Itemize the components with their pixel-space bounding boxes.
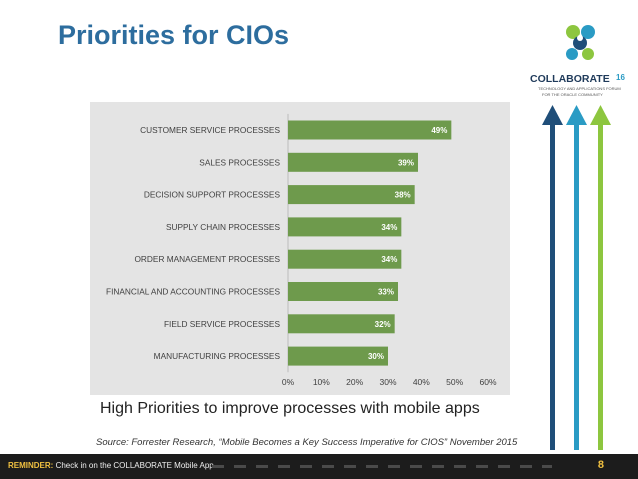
logo-tagline-2: FOR THE ORACLE COMMUNITY xyxy=(542,92,603,97)
bar xyxy=(288,314,395,334)
logo-year: 16 xyxy=(616,73,625,82)
footer-bar: REMINDER: Check in on the COLLABORATE Mo… xyxy=(0,454,638,479)
category-label: MANUFACTURING PROCESSES xyxy=(154,351,281,361)
x-tick-label: 60% xyxy=(479,377,496,387)
source-citation: Source: Forrester Research, “Mobile Beco… xyxy=(96,437,518,448)
bar xyxy=(288,282,398,301)
x-tick-label: 10% xyxy=(313,377,330,387)
x-tick-label: 30% xyxy=(379,377,396,387)
arrow-up-navy-icon xyxy=(542,105,563,450)
bar xyxy=(288,346,388,366)
category-label: CUSTOMER SERVICE PROCESSES xyxy=(140,125,280,135)
bar xyxy=(288,249,402,269)
collaborate-logo: COLLABORATE 16 TECHNOLOGY AND APPLICATIO… xyxy=(530,25,625,97)
category-label: FIELD SERVICE PROCESSES xyxy=(164,319,281,329)
data-label: 49% xyxy=(431,126,447,135)
data-label: 39% xyxy=(398,158,414,167)
data-label: 34% xyxy=(381,223,397,232)
logo-emblem-icon xyxy=(566,25,595,60)
data-label: 34% xyxy=(381,255,397,264)
x-tick-label: 20% xyxy=(346,377,363,387)
data-label: 30% xyxy=(368,352,384,361)
footer-dashes xyxy=(212,465,552,468)
bar xyxy=(288,152,418,172)
bar xyxy=(288,217,402,237)
data-label: 33% xyxy=(378,288,394,297)
data-label: 38% xyxy=(395,191,411,200)
slide-number: 8 xyxy=(597,459,604,471)
reminder-text: Check in on the COLLABORATE Mobile App xyxy=(55,461,214,470)
logo-tagline-1: TECHNOLOGY AND APPLICATIONS FORUM xyxy=(538,86,621,91)
bar xyxy=(288,185,415,205)
bar xyxy=(288,120,452,140)
arrow-up-green-icon xyxy=(590,105,611,450)
logo-name: COLLABORATE xyxy=(530,73,610,85)
category-label: SUPPLY CHAIN PROCESSES xyxy=(166,222,281,232)
slide-title: Priorities for CIOs xyxy=(58,20,290,50)
bar-chart: CUSTOMER SERVICE PROCESSES 49% SALES PROCE… xyxy=(106,113,497,387)
decorative-arrows xyxy=(542,105,611,450)
x-tick-label: 0% xyxy=(282,377,295,387)
arrow-up-teal-icon xyxy=(566,105,587,450)
chart-subtitle: High Priorities to improve processes wit… xyxy=(100,400,480,417)
data-label: 32% xyxy=(375,320,391,329)
category-label: DECISION SUPPORT PROCESSES xyxy=(144,190,281,200)
category-label: FINANCIAL AND ACCOUNTING PROCESSES xyxy=(106,287,280,297)
chart-panel: CUSTOMER SERVICE PROCESSES 49% SALES PROCE… xyxy=(90,102,510,395)
footer-reminder: REMINDER: Check in on the COLLABORATE Mo… xyxy=(8,461,214,470)
x-tick-label: 40% xyxy=(413,377,430,387)
category-label: ORDER MANAGEMENT PROCESSES xyxy=(134,254,280,264)
category-label: SALES PROCESSES xyxy=(199,157,280,167)
x-tick-label: 50% xyxy=(446,377,463,387)
reminder-prefix: REMINDER: xyxy=(8,461,54,470)
